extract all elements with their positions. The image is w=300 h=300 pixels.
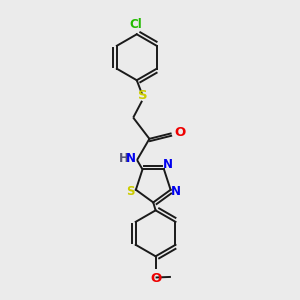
Text: S: S [126, 185, 134, 198]
Text: O: O [150, 272, 161, 285]
Text: O: O [175, 126, 186, 140]
Text: N: N [126, 152, 136, 165]
Text: N: N [171, 185, 181, 198]
Text: Cl: Cl [129, 18, 142, 31]
Text: S: S [138, 89, 148, 102]
Text: N: N [162, 158, 172, 171]
Text: H: H [119, 152, 129, 165]
